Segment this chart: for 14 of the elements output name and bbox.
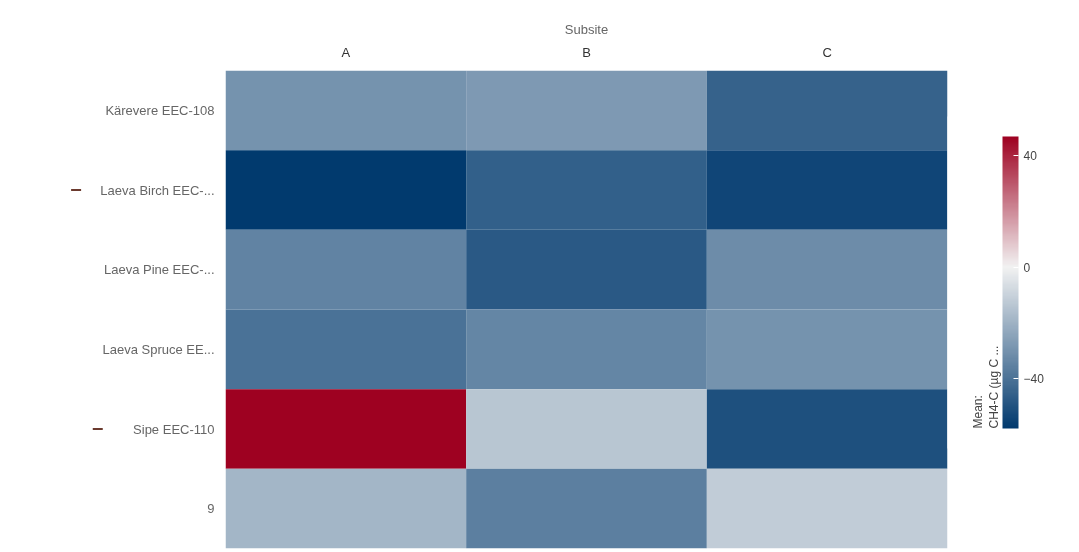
y-tick-label: Sipe EEC-110	[133, 421, 215, 437]
color-bar-label: 40	[1023, 149, 1038, 164]
y-tick-label: Laeva Birch EEC-...	[100, 182, 215, 198]
y-tick-label: Laeva Spruce EE...	[102, 341, 215, 357]
color-bar-label: −40	[1023, 371, 1045, 386]
y-tick-label: Laeva Pine EEC-...	[103, 262, 215, 278]
y-tick-label: 9	[207, 501, 215, 517]
x-tick-label: C	[822, 44, 832, 60]
x-tick-label: A	[341, 44, 351, 60]
x-tick-label: B	[582, 44, 591, 60]
color-bar-label: 0	[1023, 260, 1031, 275]
y-tick-label: Kärevere EEC-108	[105, 102, 215, 118]
x-axis-title: Subsite	[564, 21, 609, 37]
color-bar-title: Mean: CH4-C (µg C ...	[970, 345, 1002, 429]
